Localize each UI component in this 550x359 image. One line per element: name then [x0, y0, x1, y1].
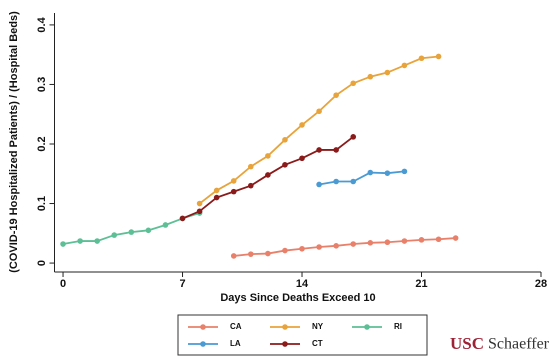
- x-tick-label: 28: [535, 278, 547, 290]
- data-point: [452, 235, 459, 241]
- data-point: [213, 194, 220, 201]
- data-point: [384, 69, 391, 76]
- legend-label: CT: [312, 339, 323, 348]
- data-point: [145, 227, 152, 234]
- data-point: [265, 250, 271, 257]
- data-point: [401, 168, 408, 175]
- data-point: [248, 251, 254, 257]
- data-point: [111, 232, 118, 238]
- data-point: [367, 240, 374, 246]
- data-point: [316, 108, 322, 115]
- data-point: [230, 188, 237, 195]
- data-point: [350, 241, 357, 247]
- data-point: [299, 155, 305, 162]
- data-point: [162, 222, 169, 228]
- series-line: [318, 170, 405, 186]
- data-point: [333, 92, 339, 98]
- data-point: [418, 237, 425, 243]
- data-point: [316, 244, 322, 250]
- data-point: [384, 239, 391, 246]
- data-point: [350, 134, 357, 140]
- data-point: [384, 170, 391, 176]
- data-point: [77, 238, 83, 244]
- data-point: [282, 247, 288, 254]
- y-tick-label: 0: [36, 260, 48, 266]
- logo-name: Schaeffer: [488, 336, 550, 353]
- data-point: [282, 162, 288, 168]
- data-point: [230, 253, 237, 259]
- legend-label: RI: [394, 322, 402, 331]
- legend-label: NY: [312, 322, 324, 331]
- data-point: [367, 169, 374, 176]
- y-tick-label: 0.4: [36, 16, 48, 32]
- data-point: [265, 153, 271, 159]
- data-point: [418, 55, 425, 62]
- data-point: [333, 147, 339, 153]
- y-tick-label: 0.1: [36, 196, 48, 211]
- data-point: [213, 187, 220, 194]
- data-point: [435, 53, 442, 60]
- x-tick-label: 0: [60, 278, 66, 290]
- y-axis-label: (COVID-19 Hospitalized Patients) / (Hosp…: [8, 11, 20, 273]
- data-point: [60, 241, 66, 247]
- x-axis-label: Days Since Deaths Exceed 10: [220, 292, 375, 304]
- series-line: [233, 237, 456, 257]
- data-point: [333, 243, 339, 249]
- data-point: [196, 208, 203, 215]
- x-tick-label: 7: [179, 278, 185, 290]
- data-point: [299, 122, 305, 128]
- data-point: [350, 178, 357, 185]
- data-point: [435, 236, 442, 243]
- data-point: [316, 181, 322, 188]
- legend-label: CA: [230, 322, 242, 331]
- logo-brand: USC: [450, 334, 484, 353]
- data-point: [401, 62, 408, 69]
- data-point: [128, 229, 135, 235]
- data-point: [401, 238, 408, 244]
- data-point: [265, 172, 271, 178]
- data-point: [316, 147, 322, 153]
- legend-marker: [282, 341, 288, 347]
- data-point: [179, 215, 186, 222]
- data-point: [282, 137, 288, 143]
- legend-marker: [282, 324, 288, 330]
- data-point: [196, 200, 203, 207]
- legend-marker: [200, 341, 206, 347]
- x-tick-label: 21: [415, 278, 427, 290]
- x-tick-label: 14: [296, 278, 309, 290]
- data-point: [248, 182, 254, 189]
- legend-label: LA: [230, 339, 241, 348]
- legend-marker: [200, 324, 206, 330]
- data-point: [299, 245, 305, 252]
- legend-box: [177, 314, 428, 356]
- data-point: [333, 178, 339, 185]
- data-point: [94, 238, 100, 244]
- y-tick-label: 0.3: [36, 77, 48, 92]
- series-line: [62, 212, 200, 245]
- data-point: [230, 178, 237, 184]
- y-tick-label: 0.2: [36, 136, 48, 151]
- data-point: [248, 163, 254, 170]
- data-point: [367, 73, 374, 80]
- legend-marker: [364, 324, 370, 330]
- data-point: [350, 80, 357, 87]
